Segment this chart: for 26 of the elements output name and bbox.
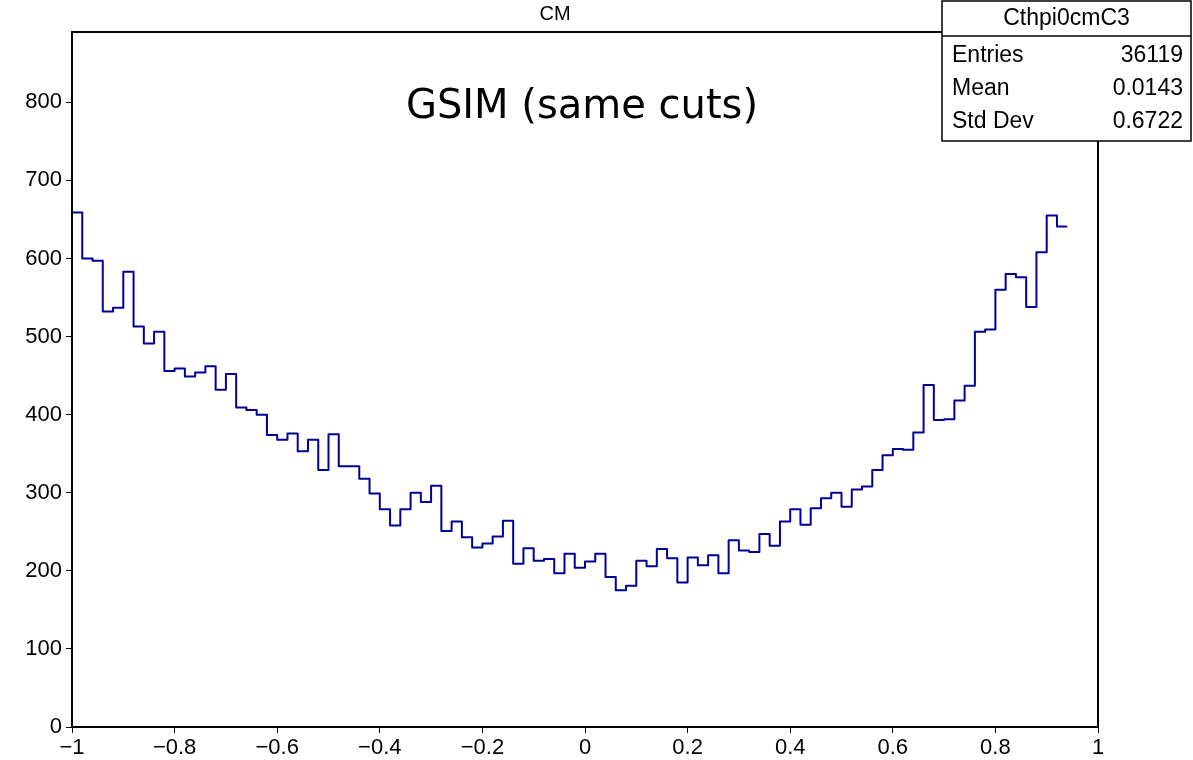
y-tick-label: 800 [25, 88, 62, 114]
x-tick-label: −0.6 [255, 734, 299, 760]
x-tick-label: 0.2 [672, 734, 703, 760]
chart-title: CM [539, 1, 571, 24]
x-tick-label: 0.4 [774, 734, 806, 760]
annotation: GSIM (same cuts) [405, 81, 759, 128]
x-tick-label: −0.4 [358, 734, 402, 760]
x-tick-label: 0.8 [980, 734, 1011, 760]
x-tick-label: −1 [59, 734, 85, 760]
x-tick-label: −0.8 [152, 734, 197, 760]
y-tick-label: 100 [25, 634, 62, 660]
x-tick-label: 0.6 [877, 734, 909, 760]
x-tick-label: 0 [578, 734, 592, 760]
text: Cthpi0cmC3 [1003, 3, 1130, 30]
y-tick-label: 500 [25, 322, 62, 348]
y-tick-label: 700 [25, 166, 62, 192]
text: Std Dev 0.6722 [952, 106, 1183, 133]
y-tick-label: 200 [25, 556, 62, 582]
y-tick-label: 300 [25, 478, 62, 504]
y-tick-label: 400 [25, 400, 62, 426]
text: Entries 36119 [952, 40, 1183, 67]
y-tick-label: 0 [49, 713, 62, 739]
x-tick-label: 1 [1091, 734, 1105, 760]
x-tick-label: −0.2 [460, 734, 505, 760]
y-tick-label: 600 [25, 244, 62, 270]
text: Mean 0.0143 [952, 73, 1183, 100]
